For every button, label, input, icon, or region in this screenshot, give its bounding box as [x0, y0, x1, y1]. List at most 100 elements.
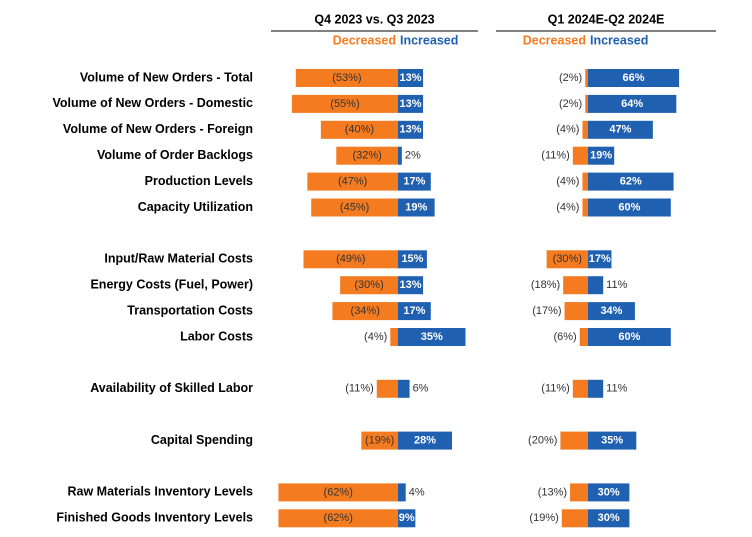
category-label: Input/Raw Material Costs: [104, 252, 253, 266]
bar: [398, 198, 435, 217]
bar: [588, 379, 604, 398]
bar: [585, 69, 588, 87]
value-label: (11%): [541, 150, 570, 162]
legend-entry: Increased: [590, 33, 648, 47]
value-label: 30%: [598, 512, 620, 524]
value-label: (62%): [324, 486, 353, 498]
bar: [390, 328, 398, 346]
bar: [588, 198, 671, 217]
bar: [398, 302, 431, 321]
category-label: Production Levels: [145, 174, 253, 188]
category-label: Finished Goods Inventory Levels: [56, 511, 253, 525]
bar: [582, 198, 588, 217]
value-label: 15%: [401, 253, 423, 265]
bar: [340, 276, 398, 295]
bar: [398, 94, 424, 113]
value-label: 19%: [405, 201, 427, 213]
bar: [588, 431, 637, 450]
panel-title: Q4 2023 vs. Q3 2023: [314, 12, 434, 26]
bar: [398, 120, 424, 139]
value-label: 60%: [618, 201, 640, 213]
value-label: (18%): [531, 279, 560, 291]
category-label: Volume of New Orders - Foreign: [63, 122, 253, 136]
value-label: (11%): [541, 383, 570, 395]
legend-entry: Increased: [400, 33, 458, 47]
bar: [588, 94, 677, 113]
value-label: (62%): [324, 512, 353, 524]
value-label: (40%): [345, 124, 374, 136]
category-label: Raw Materials Inventory Levels: [68, 485, 254, 499]
category-label: Labor Costs: [180, 329, 253, 343]
bar: [398, 509, 416, 528]
value-label: (45%): [340, 201, 369, 213]
value-label: (30%): [354, 279, 383, 291]
value-label: 28%: [414, 435, 436, 447]
bar: [579, 328, 588, 346]
category-label: Capital Spending: [151, 433, 253, 447]
bar: [582, 172, 588, 191]
value-label: 4%: [409, 486, 425, 498]
bar: [398, 172, 431, 191]
bar: [398, 69, 424, 87]
category-label: Capacity Utilization: [138, 200, 253, 214]
bar: [588, 302, 635, 321]
bar: [588, 276, 604, 295]
bar: [278, 509, 398, 528]
category-label: Availability of Skilled Labor: [90, 381, 253, 395]
bar: [320, 120, 398, 139]
value-label: (30%): [553, 253, 582, 265]
value-label: (20%): [528, 435, 557, 447]
value-label: (4%): [556, 201, 579, 213]
bar: [572, 146, 588, 165]
value-label: 17%: [403, 305, 425, 317]
value-label: (34%): [351, 305, 380, 317]
bar: [564, 302, 588, 321]
value-label: 13%: [400, 279, 422, 291]
value-label: (53%): [332, 72, 361, 84]
panel-title: Q1 2024E-Q2 2024E: [548, 12, 665, 26]
value-label: (6%): [553, 331, 576, 343]
value-label: (32%): [352, 150, 381, 162]
bar: [398, 250, 427, 269]
bar: [303, 250, 398, 269]
legend-entry: Decreased: [333, 33, 396, 47]
bar: [588, 483, 630, 502]
value-label: (4%): [556, 124, 579, 136]
value-label: (55%): [330, 98, 359, 110]
bar: [563, 276, 588, 295]
bar: [588, 328, 671, 346]
bar: [588, 146, 615, 165]
value-label: 17%: [403, 176, 425, 188]
value-label: 47%: [609, 124, 631, 136]
bar: [582, 120, 588, 139]
bar: [295, 69, 398, 87]
bar: [336, 146, 398, 165]
bar: [588, 172, 674, 191]
bar: [398, 431, 452, 450]
value-label: (49%): [336, 253, 365, 265]
value-label: (47%): [338, 176, 367, 188]
value-label: 2%: [405, 150, 421, 162]
value-label: (17%): [532, 305, 561, 317]
bar: [361, 431, 398, 450]
value-label: (2%): [559, 98, 582, 110]
value-label: (4%): [364, 331, 387, 343]
value-label: 35%: [601, 435, 623, 447]
category-label: Volume of Order Backlogs: [97, 148, 253, 162]
value-label: 62%: [620, 176, 642, 188]
value-label: 13%: [400, 72, 422, 84]
bar: [570, 483, 588, 502]
value-label: 30%: [598, 486, 620, 498]
bar: [311, 198, 398, 217]
value-label: (13%): [538, 486, 567, 498]
value-label: 9%: [399, 512, 415, 524]
value-label: (19%): [529, 512, 558, 524]
bar: [572, 379, 588, 398]
bar: [291, 94, 398, 113]
value-label: 60%: [618, 331, 640, 343]
value-label: 11%: [606, 383, 627, 395]
bar: [398, 276, 424, 295]
value-label: 13%: [400, 98, 422, 110]
legend-entry: Decreased: [523, 33, 586, 47]
